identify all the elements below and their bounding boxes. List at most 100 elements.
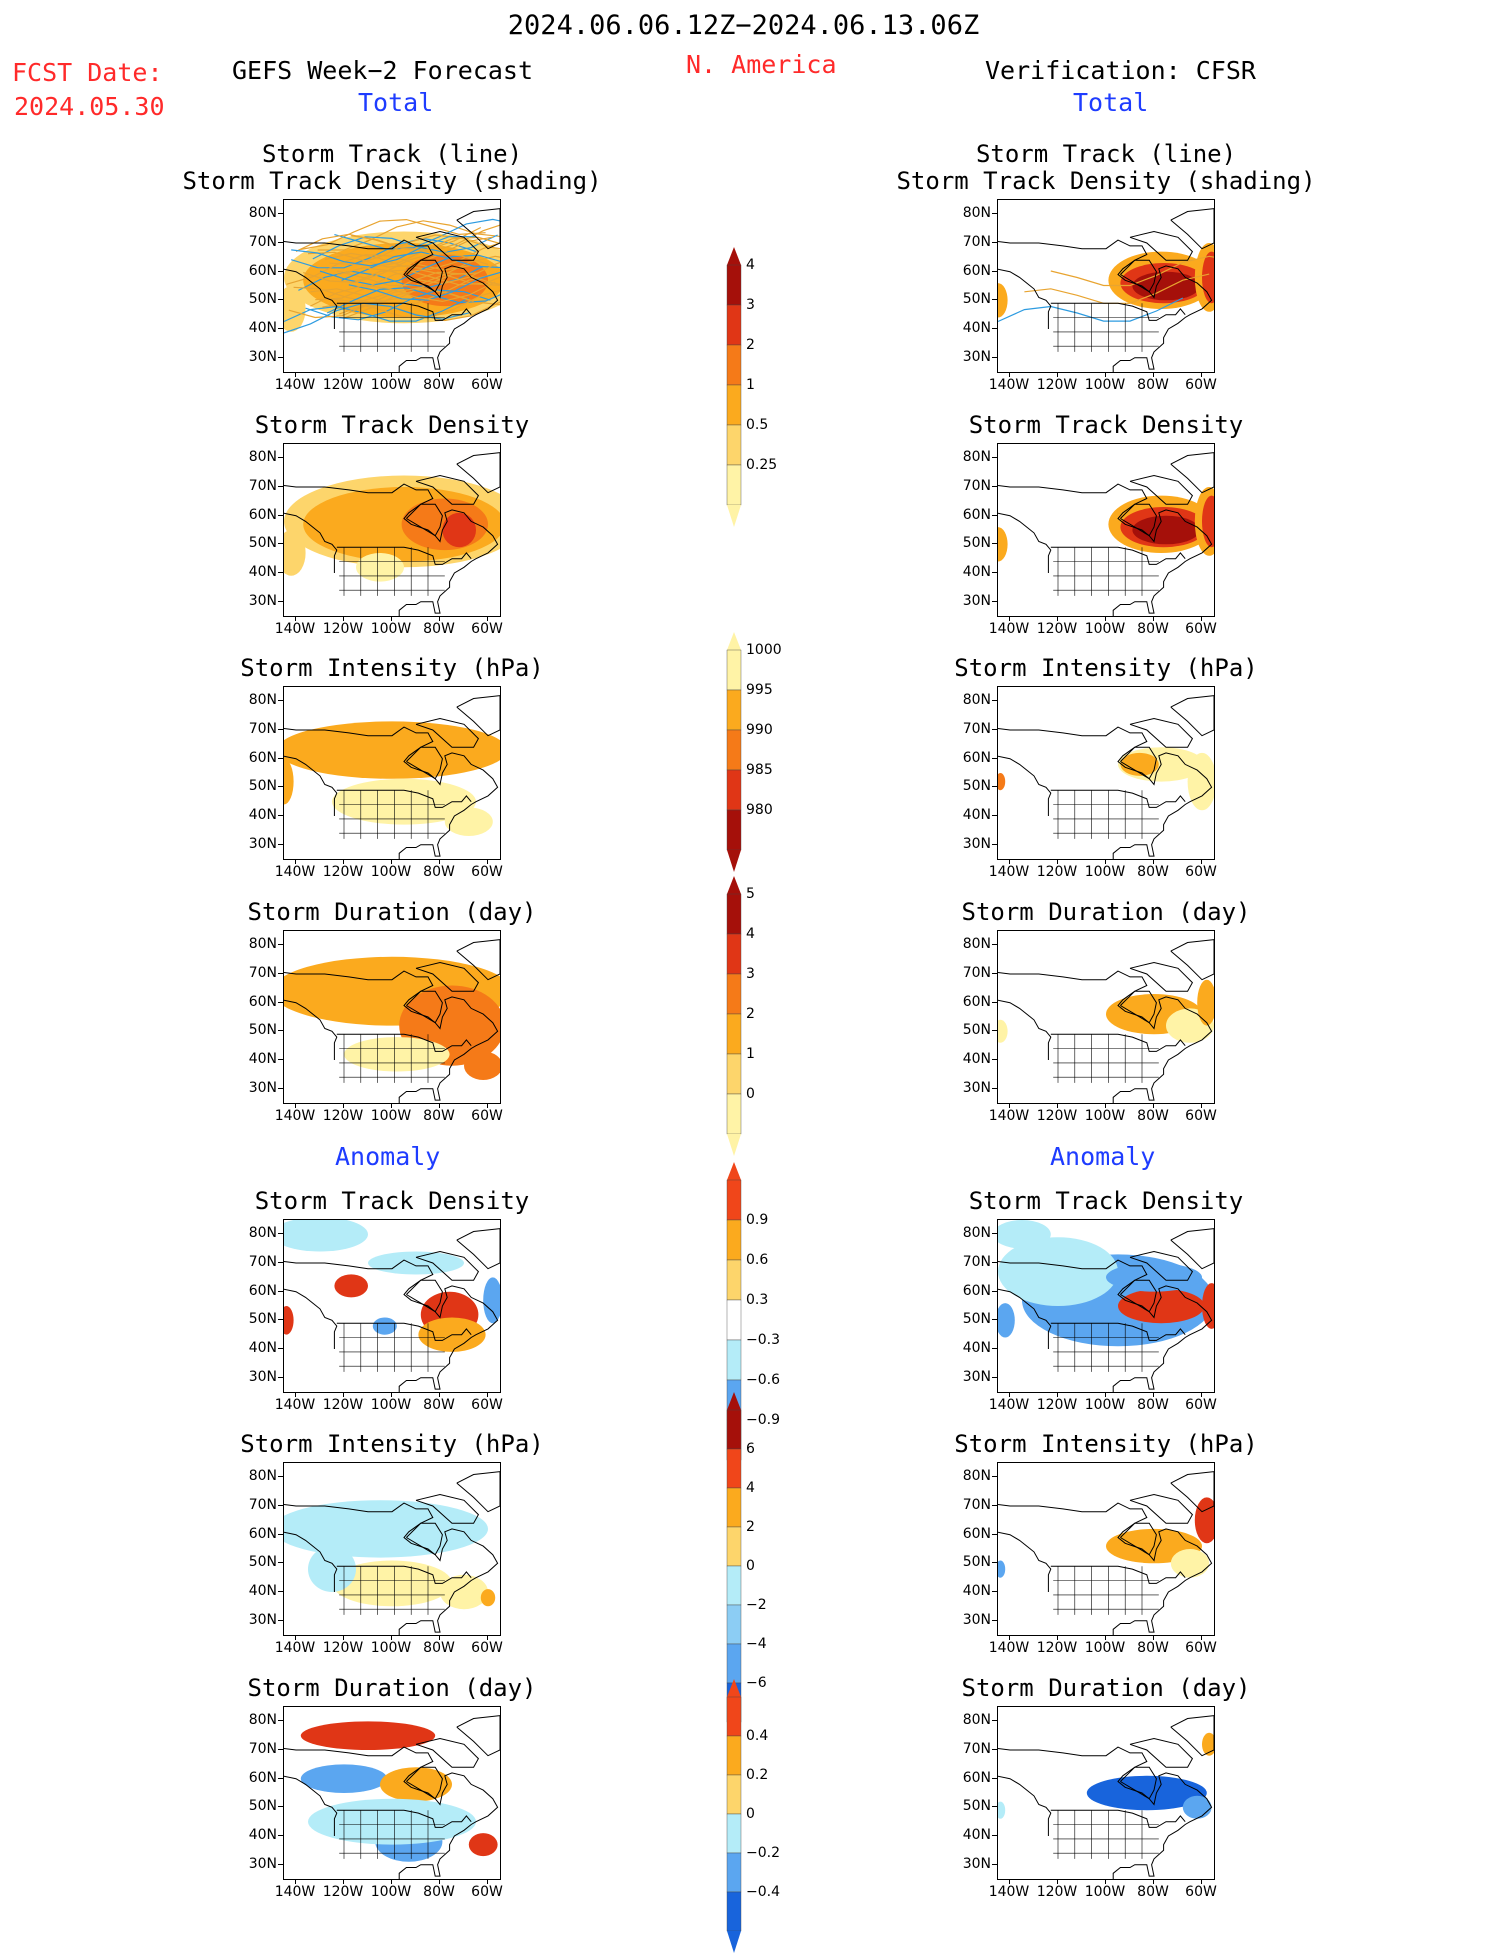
x-tick-label: 140W <box>274 1640 316 1656</box>
verification-title: Verification: CFSR <box>985 56 1256 85</box>
storm-track-line <box>348 271 500 301</box>
storm-track-line <box>291 235 477 267</box>
y-tick <box>278 1619 283 1621</box>
shading-region <box>1132 515 1200 545</box>
y-tick-label: 50N <box>962 1554 991 1571</box>
colorbar-swatch <box>726 1179 742 1221</box>
map-outline <box>1129 230 1194 261</box>
colorbar-swatch <box>726 1448 742 1489</box>
x-tick <box>1105 372 1106 377</box>
y-tick-label: 50N <box>962 535 991 552</box>
map-outline <box>284 1259 499 1392</box>
y-tick-label: 30N <box>248 1368 277 1385</box>
y-tick-label: 70N <box>248 1497 277 1513</box>
y-tick-label: 40N <box>962 1051 991 1067</box>
storm-track-line <box>326 287 500 314</box>
map-outline <box>1170 208 1214 250</box>
map-outline <box>284 755 338 816</box>
y-tick-label: 30N <box>248 348 277 365</box>
y-tick-label: 70N <box>962 478 991 494</box>
y-tick <box>992 1059 997 1060</box>
map-outline <box>998 1531 1052 1592</box>
storm-track-line <box>346 236 500 268</box>
shading-region <box>300 1721 436 1750</box>
map-panel-f_intensity <box>283 686 501 860</box>
y-tick <box>992 973 997 974</box>
map-outline <box>456 695 500 737</box>
x-tick-label: 80W <box>423 1108 455 1124</box>
y-tick <box>278 486 283 487</box>
x-tick-label: 100W <box>370 621 412 637</box>
y-tick-label: 60N <box>248 506 277 523</box>
x-tick-label: 100W <box>1084 864 1126 880</box>
y-tick <box>992 600 997 602</box>
y-tick <box>278 1087 283 1089</box>
storm-track-line <box>293 272 479 304</box>
x-tick <box>487 616 488 621</box>
shading-region <box>468 1833 498 1857</box>
y-tick-label: 40N <box>962 564 991 580</box>
colorbar-cb_duration_anom <box>725 1679 765 1953</box>
y-tick-label: 80N <box>248 1225 277 1242</box>
panel-title: Storm Track Density <box>254 411 530 439</box>
x-tick <box>439 1392 440 1397</box>
map-outline <box>1120 503 1157 537</box>
y-tick-label: 70N <box>962 234 991 250</box>
storm-track-line <box>305 289 491 321</box>
colorbar-label: 5 <box>746 886 755 902</box>
anomaly-label-verification: Anomaly <box>1050 1142 1156 1171</box>
fcst-date-value: 2024.05.30 <box>14 92 165 121</box>
fcst-date-label: FCST Date: <box>12 58 163 87</box>
colorbar-label: 0.3 <box>746 1292 769 1308</box>
x-tick-label: 100W <box>370 1397 412 1413</box>
y-tick-label: 80N <box>962 1225 991 1242</box>
y-tick <box>992 1087 997 1089</box>
y-tick-label: 60N <box>248 993 277 1010</box>
shading-region <box>480 1589 496 1607</box>
y-tick <box>992 1290 997 1292</box>
y-tick <box>992 1777 997 1779</box>
x-tick-label: 60W <box>1185 1884 1217 1900</box>
map-outline <box>1129 1737 1194 1768</box>
colorbar-label: 990 <box>746 722 773 738</box>
y-tick-label: 30N <box>248 592 277 609</box>
y-tick <box>278 1376 283 1378</box>
y-tick-label: 30N <box>962 592 991 609</box>
map-outline <box>284 483 499 616</box>
x-tick-label: 120W <box>322 377 364 393</box>
y-tick <box>992 1533 997 1535</box>
colorbar-cap <box>727 632 741 650</box>
x-tick-label: 140W <box>988 864 1030 880</box>
x-tick <box>391 1635 392 1640</box>
x-tick-label: 100W <box>1084 1397 1126 1413</box>
shading-region <box>483 1277 500 1324</box>
y-tick <box>992 1319 997 1321</box>
x-tick-label: 60W <box>1185 1108 1217 1124</box>
x-tick-label: 60W <box>471 864 503 880</box>
y-tick <box>278 1030 283 1032</box>
x-tick-label: 120W <box>322 864 364 880</box>
y-tick-label: 70N <box>248 721 277 737</box>
anomaly-label-forecast: Anomaly <box>335 1142 441 1171</box>
shading-region <box>442 512 476 548</box>
x-tick-label: 80W <box>423 621 455 637</box>
x-tick <box>439 1635 440 1640</box>
x-tick <box>1105 1103 1106 1108</box>
x-tick <box>343 1392 344 1397</box>
y-tick-label: 80N <box>248 205 277 222</box>
x-tick <box>1057 1635 1058 1640</box>
colorbar-cap <box>727 1162 741 1180</box>
colorbar-swatch <box>726 304 742 346</box>
x-tick <box>1057 616 1058 621</box>
x-tick <box>343 859 344 864</box>
colorbar-cap <box>727 876 741 894</box>
y-tick <box>992 757 997 759</box>
x-tick <box>295 616 296 621</box>
x-tick <box>391 1392 392 1397</box>
storm-track-line <box>998 297 1184 323</box>
y-tick <box>992 1749 997 1750</box>
map-outline <box>284 1531 338 1592</box>
x-tick <box>343 1103 344 1108</box>
map-outline <box>284 512 338 573</box>
y-tick <box>992 944 997 946</box>
